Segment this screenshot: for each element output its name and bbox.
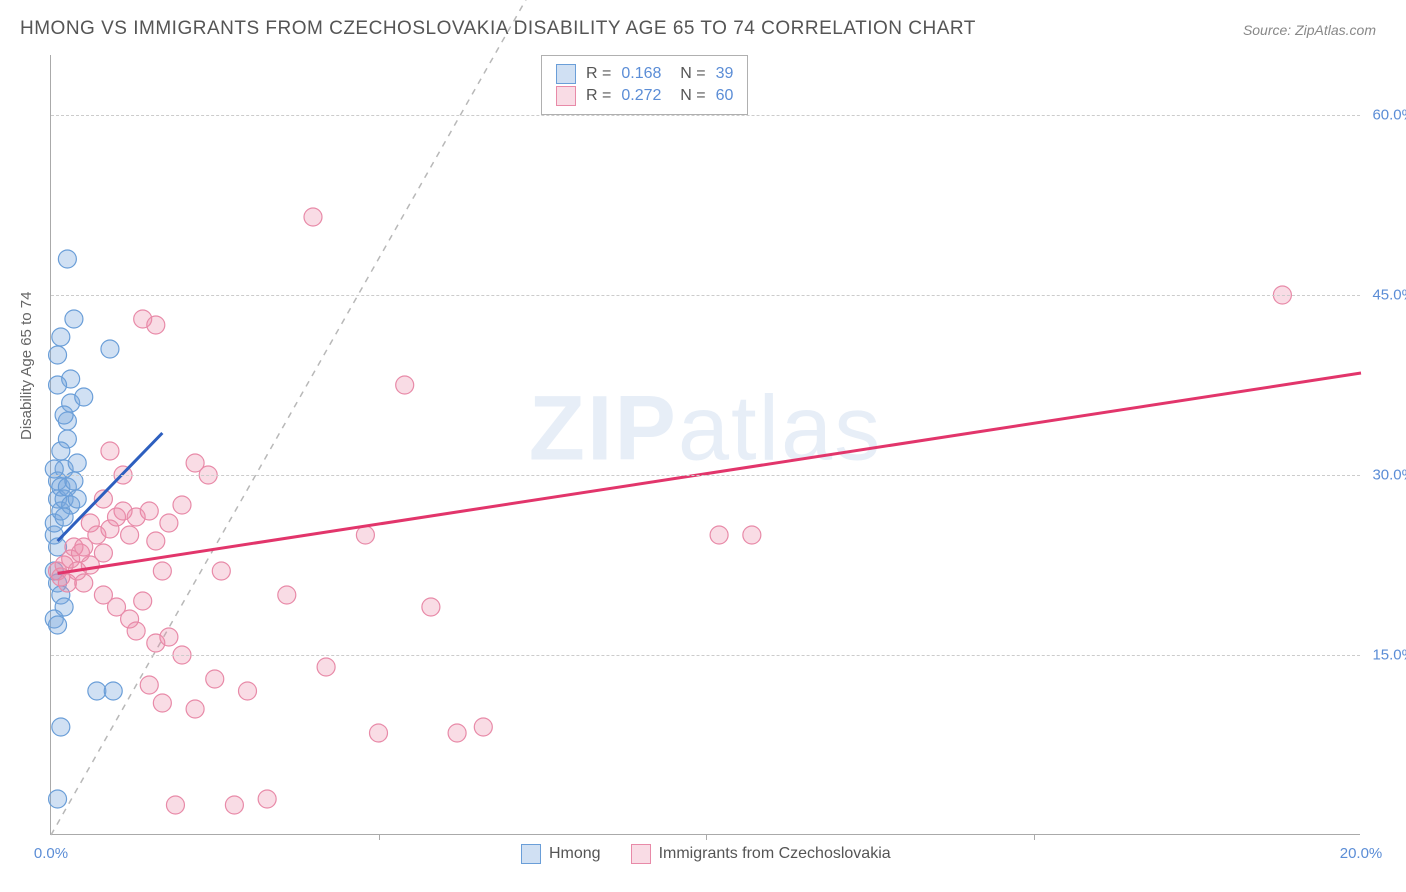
data-point [474,718,492,736]
data-point [49,616,67,634]
gridline-h [51,655,1360,656]
data-point [153,562,171,580]
xtick-mark [706,834,707,840]
data-point [186,700,204,718]
gridline-h [51,295,1360,296]
data-point [422,598,440,616]
stat-label-r: R = [586,87,611,105]
data-point [127,622,145,640]
swatch-series1 [521,844,541,864]
data-point [153,694,171,712]
stat-n-series2: 60 [716,87,734,105]
stats-row-series1: R = 0.168 N = 39 [556,64,733,84]
data-point [173,496,191,514]
data-point [101,340,119,358]
swatch-series1 [556,64,576,84]
data-point [304,208,322,226]
data-point [55,406,73,424]
data-point [370,724,388,742]
data-point [52,328,70,346]
legend-label-series2: Immigrants from Czechoslovakia [659,845,891,863]
ytick-label: 45.0% [1365,287,1406,304]
stat-r-series1: 0.168 [621,65,661,83]
data-point [140,502,158,520]
data-point [58,250,76,268]
y-axis-label: Disability Age 65 to 74 [18,292,35,440]
data-point [212,562,230,580]
chart-title: HMONG VS IMMIGRANTS FROM CZECHOSLOVAKIA … [20,18,976,40]
data-point [134,592,152,610]
data-point [88,682,106,700]
stat-label-n: N = [671,87,705,105]
data-point [225,796,243,814]
data-point [94,586,112,604]
chart-svg [51,55,1360,834]
bottom-legend: Hmong Immigrants from Czechoslovakia [521,844,891,864]
ytick-label: 30.0% [1365,467,1406,484]
stat-label-n: N = [671,65,705,83]
ytick-label: 60.0% [1365,107,1406,124]
data-point [206,670,224,688]
stat-label-r: R = [586,65,611,83]
data-point [396,376,414,394]
data-point [104,682,122,700]
swatch-series2 [556,86,576,106]
data-point [75,538,93,556]
data-point [356,526,374,544]
stat-n-series1: 39 [716,65,734,83]
data-point [94,544,112,562]
source-attribution: Source: ZipAtlas.com [1243,22,1376,38]
data-point [239,682,257,700]
stats-row-series2: R = 0.272 N = 60 [556,86,733,106]
gridline-h [51,115,1360,116]
data-point [121,526,139,544]
data-point [160,628,178,646]
data-point [75,388,93,406]
data-point [81,514,99,532]
data-point [65,310,83,328]
ytick-label: 15.0% [1365,647,1406,664]
plot-area: ZIPatlas R = 0.168 N = 39 R = 0.272 N = … [50,55,1360,835]
data-point [160,514,178,532]
data-point [52,718,70,736]
xtick-mark [1034,834,1035,840]
data-point [55,508,73,526]
data-point [49,790,67,808]
data-point [448,724,466,742]
xtick-label: 20.0% [1340,845,1383,862]
data-point [101,442,119,460]
xtick-mark [379,834,380,840]
data-point [147,532,165,550]
stat-r-series2: 0.272 [621,87,661,105]
gridline-h [51,475,1360,476]
data-point [75,574,93,592]
data-point [147,316,165,334]
data-point [278,586,296,604]
data-point [68,454,86,472]
data-point [52,442,70,460]
data-point [317,658,335,676]
data-point [743,526,761,544]
data-point [49,376,67,394]
legend-item-series2: Immigrants from Czechoslovakia [631,844,891,864]
data-point [710,526,728,544]
data-point [49,346,67,364]
data-point [140,676,158,694]
legend-label-series1: Hmong [549,845,601,863]
stats-legend-box: R = 0.168 N = 39 R = 0.272 N = 60 [541,55,748,115]
trend-line [51,0,542,835]
data-point [258,790,276,808]
xtick-label: 0.0% [34,845,68,862]
data-point [166,796,184,814]
swatch-series2 [631,844,651,864]
data-point [68,490,86,508]
legend-item-series1: Hmong [521,844,601,864]
trend-line [58,373,1361,573]
